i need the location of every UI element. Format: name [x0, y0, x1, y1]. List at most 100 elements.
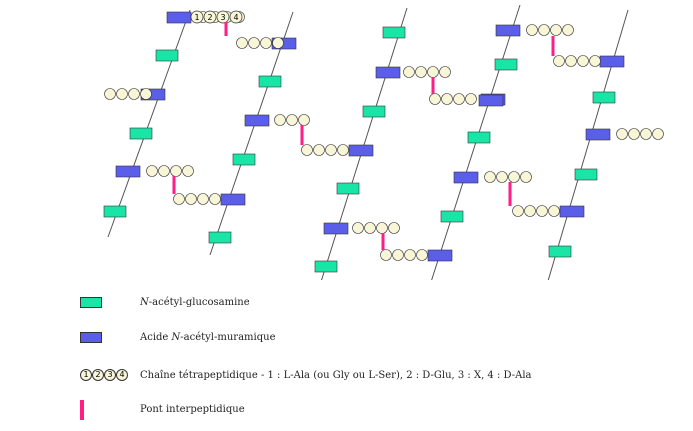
legend-bridge-label: Pont interpeptidique	[140, 404, 245, 415]
chain-circle-3: 3	[104, 369, 116, 381]
chain-circle-1: 1	[80, 369, 92, 381]
nag-unit	[155, 49, 179, 62]
nam-unit	[115, 165, 141, 178]
numbered-residue-label: 2	[207, 13, 212, 22]
numbered-residue-label: 1	[194, 13, 199, 22]
chain-circle-2: 2	[92, 369, 104, 381]
nam-unit	[495, 24, 521, 37]
peptide-residue	[548, 205, 560, 217]
peptide-residue	[376, 222, 388, 234]
peptide-residue	[403, 66, 415, 78]
nag-unit	[103, 205, 127, 218]
nam-unit	[585, 128, 611, 141]
nam-unit	[323, 222, 349, 235]
peptide-residue	[313, 144, 325, 156]
numbered-residue-2	[203, 10, 217, 24]
nag-swatch	[80, 297, 102, 308]
peptide-residue	[364, 222, 376, 234]
peptide-residue	[536, 205, 548, 217]
peptide-residue	[388, 222, 400, 234]
nam-unit	[599, 55, 625, 68]
nam-unit	[478, 94, 504, 107]
peptide-residue	[550, 24, 562, 36]
nag-unit	[336, 182, 360, 195]
nag-unit	[440, 210, 464, 223]
nag-unit	[467, 131, 491, 144]
peptide-residue	[298, 114, 310, 126]
peptide-residue	[158, 165, 170, 177]
nam-unit	[271, 37, 297, 50]
peptide-residue	[427, 66, 439, 78]
peptide-residue	[562, 24, 574, 36]
legend-chain-label: Chaîne tétrapeptidique - 1 : L-Ala (ou G…	[140, 370, 532, 381]
nam-swatch	[80, 332, 102, 343]
peptide-residue	[577, 55, 589, 67]
peptide-residue	[352, 222, 364, 234]
nag-unit	[362, 105, 386, 118]
peptide-residue	[185, 193, 197, 205]
nag-unit	[258, 75, 282, 88]
nag-unit	[494, 58, 518, 71]
peptide-residue	[465, 93, 477, 105]
nam-unit	[427, 249, 453, 262]
numbered-residue-3	[216, 10, 230, 24]
numbered-residue-4	[229, 10, 243, 24]
peptide-residue	[640, 128, 652, 140]
bridge-swatch	[80, 400, 84, 420]
nam-unit	[453, 171, 479, 184]
peptide-residue	[652, 128, 664, 140]
peptide-residue	[392, 249, 404, 261]
glycan-strand-2	[209, 11, 294, 256]
nam-unit	[244, 114, 270, 127]
peptide-residue	[415, 66, 427, 78]
tetrapeptide-swatch: 1 2 3 4	[80, 369, 128, 381]
nag-unit	[574, 168, 598, 181]
nag-unit	[129, 127, 153, 140]
nam-unit	[375, 66, 401, 79]
glycan-strand-1	[107, 9, 191, 238]
nag-unit	[382, 26, 406, 39]
nam-unit	[166, 11, 192, 24]
nag-unit	[232, 153, 256, 166]
peptide-residue	[496, 171, 508, 183]
peptide-residue	[508, 171, 520, 183]
nag-unit	[208, 231, 232, 244]
peptide-residue	[209, 193, 221, 205]
peptide-residue	[512, 205, 524, 217]
peptide-residue	[173, 193, 185, 205]
numbered-residue-label: 4	[233, 13, 238, 22]
nag-unit	[548, 245, 572, 258]
peptide-residue	[429, 93, 441, 105]
peptide-residue	[439, 66, 451, 78]
peptide-residue	[526, 24, 538, 36]
peptide-residue	[197, 193, 209, 205]
chain-circle-4: 4	[116, 369, 128, 381]
peptide-residue	[248, 37, 260, 49]
glycan-strand-3	[321, 7, 408, 280]
peptide-residue	[146, 165, 158, 177]
peptide-residue	[104, 88, 116, 100]
peptide-residue	[182, 165, 194, 177]
peptide-residue	[116, 88, 128, 100]
peptide-residue	[170, 165, 182, 177]
peptide-residue	[441, 93, 453, 105]
peptide-residue	[272, 37, 284, 49]
peptide-residue	[453, 93, 465, 105]
numbered-residue-1	[190, 10, 204, 24]
peptide-residue	[524, 205, 536, 217]
peptide-residue	[140, 88, 152, 100]
nam-unit	[559, 205, 585, 218]
legend-nam-label: Acide N-acétyl-muramique	[140, 332, 276, 343]
nam-unit	[348, 144, 374, 157]
peptide-residue	[301, 144, 313, 156]
peptide-residue	[616, 128, 628, 140]
nag-unit	[314, 260, 338, 273]
peptide-residue	[404, 249, 416, 261]
peptide-residue	[274, 114, 286, 126]
peptide-residue	[538, 24, 550, 36]
peptide-residue	[553, 55, 565, 67]
peptide-residue	[128, 88, 140, 100]
numbered-residue-label: 3	[220, 13, 225, 22]
nam-unit	[220, 193, 246, 206]
